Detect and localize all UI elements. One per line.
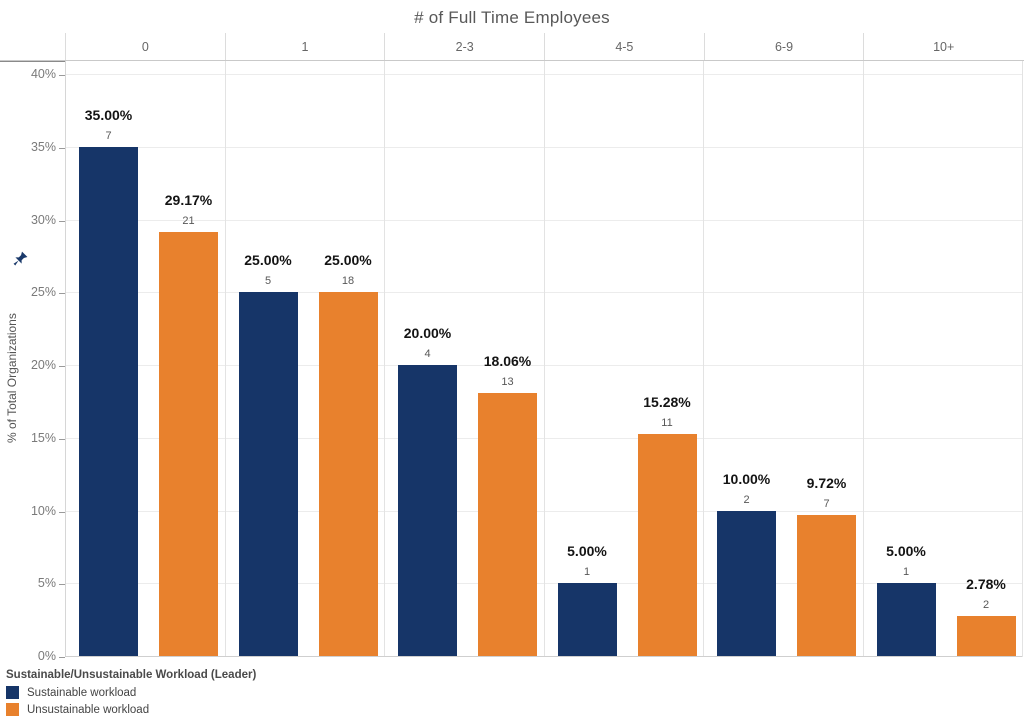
- panel-2-3: 4 20.00% 13 18.06%: [384, 61, 544, 657]
- legend-swatch: [6, 703, 19, 716]
- bar-sustainable-4-5[interactable]: [557, 583, 617, 656]
- legend: Sustainable/Unsustainable Workload (Lead…: [6, 669, 256, 716]
- legend-label: Sustainable workload: [27, 686, 137, 699]
- count-label: 7: [823, 497, 830, 510]
- percent-label: 25.00%: [244, 252, 292, 269]
- count-label: 18: [341, 275, 355, 288]
- column-header-0: 0: [65, 33, 225, 60]
- y-tick-mark-5: [59, 584, 65, 586]
- column-header-row: 0 1 2-3 4-5 6-9 10+: [65, 33, 1023, 60]
- percent-label: 35.00%: [84, 106, 133, 123]
- count-label: 11: [661, 416, 673, 429]
- bar-unsustainable-10+[interactable]: [956, 615, 1016, 656]
- y-tick-label-0: 0%: [37, 649, 56, 663]
- column-header-6-9: 6-9: [703, 33, 864, 60]
- count-label: 21: [182, 214, 195, 227]
- y-tick-mark-20: [59, 366, 65, 367]
- count-label: 7: [105, 129, 112, 142]
- panel-4-5: 1 5.00% 11 15.28%: [543, 61, 704, 657]
- panel-6-9: 2 10.00% 7 9.72%: [703, 61, 863, 657]
- bar-sustainable-6-9[interactable]: [717, 510, 776, 656]
- legend-label: Unsustainable workload: [27, 703, 150, 716]
- y-tick-label-25: 25%: [30, 285, 56, 300]
- y-tick-mark-10: [59, 511, 65, 513]
- panel-0: 7 35.00% 21 29.17%: [65, 61, 225, 657]
- bar-sustainable-2-3[interactable]: [398, 365, 457, 656]
- bar-unsustainable-2-3[interactable]: [478, 393, 537, 656]
- legend-swatch: [6, 686, 19, 699]
- y-tick-mark-25: [59, 293, 65, 295]
- percent-label: 10.00%: [722, 470, 771, 487]
- percent-label: 5.00%: [886, 543, 926, 560]
- y-tick-label-40: 40%: [30, 67, 56, 81]
- y-axis-title: % of Total Organizations: [5, 313, 19, 443]
- percent-label: 15.28%: [643, 393, 691, 410]
- bar-sustainable-0[interactable]: [79, 146, 138, 656]
- bar-sustainable-10+[interactable]: [876, 583, 936, 656]
- count-label: 2: [982, 598, 990, 611]
- pushpin-icon: [13, 251, 28, 266]
- x-axis-line: [65, 656, 1022, 657]
- legend-title: Sustainable/Unsustainable Workload (Lead…: [6, 669, 257, 681]
- count-label: 13: [501, 376, 514, 389]
- count-label: 5: [264, 275, 272, 288]
- percent-label: 2.78%: [966, 575, 1006, 592]
- column-header-2-3: 2-3: [384, 33, 544, 60]
- legend-item-unsustainable[interactable]: Unsustainable workload: [6, 703, 256, 716]
- y-tick-mark-35: [59, 147, 65, 149]
- bar-unsustainable-6-9[interactable]: [797, 514, 856, 656]
- y-tick-mark-40: [59, 75, 65, 76]
- legend-item-sustainable[interactable]: Sustainable workload: [6, 686, 256, 699]
- bar-unsustainable-4-5[interactable]: [637, 433, 697, 656]
- column-header-10+: 10+: [863, 33, 1023, 60]
- y-tick-label-35: 35%: [30, 139, 56, 154]
- axis-ruler-line: [0, 60, 65, 62]
- bar-unsustainable-0[interactable]: [159, 231, 218, 656]
- percent-label: 9.72%: [806, 474, 847, 491]
- percent-label: 25.00%: [324, 252, 372, 269]
- y-tick-label-5: 5%: [37, 576, 56, 591]
- panel-1: 5 25.00% 18 25.00%: [224, 61, 385, 657]
- count-label: 2: [743, 493, 750, 506]
- count-label: 1: [902, 566, 910, 579]
- y-tick-mark-30: [59, 220, 65, 222]
- y-tick-mark-0: [59, 657, 65, 658]
- header-underline: [0, 60, 1024, 61]
- panel-10+: 1 5.00% 2 2.78%: [862, 61, 1023, 657]
- chart-title: # of Full Time Employees: [414, 8, 610, 27]
- percent-label: 5.00%: [567, 543, 607, 560]
- count-label: 1: [583, 566, 591, 579]
- bar-sustainable-1[interactable]: [238, 292, 298, 656]
- bar-unsustainable-1[interactable]: [318, 292, 378, 656]
- column-header-1: 1: [224, 33, 385, 60]
- y-tick-label-10: 10%: [30, 503, 56, 518]
- column-header-4-5: 4-5: [544, 33, 704, 60]
- percent-label: 18.06%: [483, 353, 532, 370]
- y-tick-mark-15: [59, 438, 65, 440]
- plot-area: 7 35.00% 21 29.17% 5 25.00% 18 25.00% 4 20.00% 13 1…: [65, 61, 1023, 657]
- y-tick-label-30: 30%: [30, 212, 56, 227]
- y-tick-label-15: 15%: [30, 430, 56, 445]
- y-tick-label-20: 20%: [30, 358, 56, 372]
- percent-label: 29.17%: [164, 191, 213, 208]
- legend-items: Sustainable workload Unsustainable worklo…: [6, 686, 256, 716]
- count-label: 4: [424, 348, 431, 360]
- percent-label: 20.00%: [403, 325, 452, 341]
